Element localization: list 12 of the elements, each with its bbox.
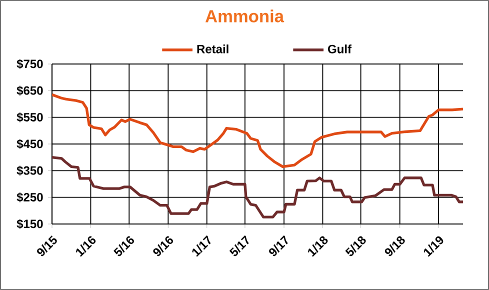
y-tick-label: $150	[16, 219, 43, 229]
chart-title: Ammonia	[205, 10, 284, 22]
legend-label: Retail	[197, 44, 228, 54]
y-tick-label: $450	[16, 139, 43, 149]
legend-label: Gulf	[328, 44, 352, 54]
line-series	[52, 156, 463, 218]
y-tick-label: $250	[16, 192, 43, 202]
y-tick-label: $550	[16, 112, 43, 122]
y-tick-label: $650	[16, 86, 43, 96]
line-series	[52, 93, 463, 168]
y-tick-label: $350	[16, 166, 43, 176]
y-tick-label: $750	[16, 59, 43, 69]
